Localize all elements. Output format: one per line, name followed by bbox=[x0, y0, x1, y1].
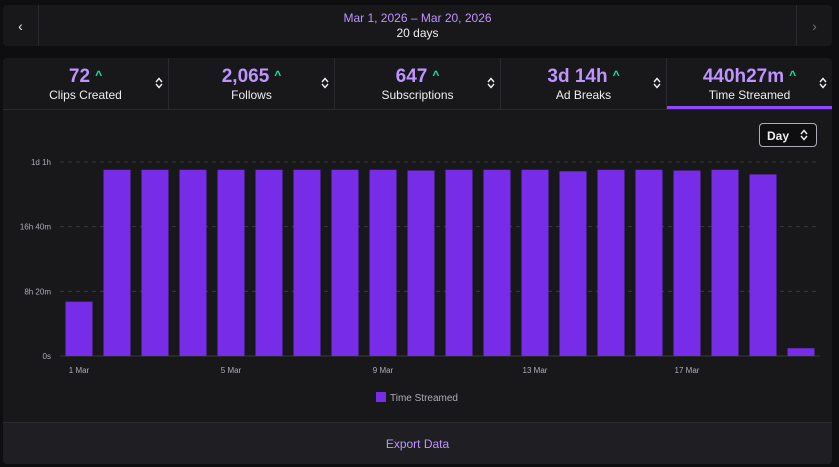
x-tick-label: 17 Mar bbox=[675, 366, 700, 375]
y-tick-label: 0s bbox=[43, 352, 51, 361]
chevron-left-icon: ‹ bbox=[18, 17, 23, 34]
bar-3-mar[interactable] bbox=[141, 169, 169, 356]
stat-tab-subscriptions[interactable]: 647 ^ Subscriptions bbox=[335, 58, 501, 109]
bar-18-mar[interactable] bbox=[711, 169, 739, 356]
chart-container: 0s 8h 20m 16h 40m 1d 1h 1 Mar 5 Mar 9 Mar 13 Ma… bbox=[3, 148, 832, 423]
y-tick-label: 8h 20m bbox=[24, 287, 51, 296]
sort-icon[interactable] bbox=[155, 77, 163, 89]
granularity-value: Day bbox=[767, 129, 790, 143]
stat-tab-follows[interactable]: 2,065 ^ Follows bbox=[169, 58, 335, 109]
analytics-panel: 72 ^ Clips Created 2,065 ^ Follows 647 ^ Su… bbox=[3, 58, 832, 464]
bar-6-mar[interactable] bbox=[255, 169, 283, 356]
bar-17-mar[interactable] bbox=[673, 170, 701, 356]
x-tick-label: 5 Mar bbox=[221, 366, 242, 375]
bar-12-mar[interactable] bbox=[483, 169, 511, 356]
trend-up-icon: ^ bbox=[789, 68, 797, 82]
bar-11-mar[interactable] bbox=[445, 169, 473, 356]
sort-icon[interactable] bbox=[321, 77, 329, 89]
stat-label: Time Streamed bbox=[708, 88, 791, 102]
bar-10-mar[interactable] bbox=[407, 170, 435, 356]
export-data-label: Export Data bbox=[385, 437, 450, 451]
date-range-days: 20 days bbox=[396, 26, 439, 40]
sort-icon[interactable] bbox=[487, 77, 495, 89]
stat-tab-time-streamed[interactable]: 440h27m ^ Time Streamed bbox=[667, 58, 832, 109]
trend-up-icon: ^ bbox=[95, 68, 103, 82]
stat-value: 3d 14h bbox=[547, 66, 608, 87]
y-tick-label: 1d 1h bbox=[31, 158, 51, 167]
trend-up-icon: ^ bbox=[432, 68, 440, 82]
bar-8-mar[interactable] bbox=[331, 169, 359, 356]
sort-icon[interactable] bbox=[819, 77, 827, 89]
bar-7-mar[interactable] bbox=[293, 169, 321, 356]
trend-up-icon: ^ bbox=[612, 68, 620, 82]
x-tick-label: 13 Mar bbox=[523, 366, 548, 375]
sort-icon[interactable] bbox=[653, 77, 661, 89]
trend-up-icon: ^ bbox=[274, 68, 282, 82]
legend-label[interactable]: Time Streamed bbox=[390, 393, 458, 404]
bar-20-mar[interactable] bbox=[787, 348, 815, 356]
bar-16-mar[interactable] bbox=[635, 169, 663, 356]
bar-5-mar[interactable] bbox=[217, 169, 245, 356]
bar-19-mar[interactable] bbox=[749, 174, 777, 356]
x-tick-label: 9 Mar bbox=[373, 366, 394, 375]
stat-tabs: 72 ^ Clips Created 2,065 ^ Follows 647 ^ Su… bbox=[3, 58, 832, 110]
export-data-button[interactable]: Export Data bbox=[3, 422, 832, 464]
legend-swatch[interactable] bbox=[376, 392, 386, 402]
bar-14-mar[interactable] bbox=[559, 171, 587, 356]
date-range-label: Mar 1, 2026 – Mar 20, 2026 bbox=[343, 11, 492, 25]
stat-value: 72 bbox=[68, 66, 91, 87]
x-tick-label: 1 Mar bbox=[69, 366, 90, 375]
stat-value: 647 bbox=[395, 66, 428, 87]
previous-period-button[interactable]: ‹ bbox=[3, 5, 39, 46]
chevron-right-icon: › bbox=[812, 17, 817, 34]
bar-1-mar[interactable] bbox=[65, 301, 93, 356]
stat-label: Follows bbox=[231, 88, 272, 102]
stat-label: Ad Breaks bbox=[555, 88, 612, 102]
bar-13-mar[interactable] bbox=[521, 169, 549, 356]
bar-4-mar[interactable] bbox=[179, 169, 207, 356]
bar-15-mar[interactable] bbox=[597, 169, 625, 356]
next-period-button[interactable]: › bbox=[796, 5, 832, 46]
stat-label: Subscriptions bbox=[381, 88, 454, 102]
bar-2-mar[interactable] bbox=[103, 169, 131, 356]
y-tick-label: 16h 40m bbox=[20, 223, 51, 232]
stat-tab-ad-breaks[interactable]: 3d 14h ^ Ad Breaks bbox=[501, 58, 667, 109]
stat-value: 2,065 bbox=[221, 66, 270, 87]
stat-value: 440h27m bbox=[702, 66, 785, 87]
date-range-navigator: ‹ Mar 1, 2026 – Mar 20, 2026 20 days › bbox=[3, 5, 832, 46]
bar-9-mar[interactable] bbox=[369, 169, 397, 356]
stat-tab-clips-created[interactable]: 72 ^ Clips Created bbox=[3, 58, 169, 109]
granularity-select[interactable]: Day bbox=[759, 123, 817, 147]
sort-icon bbox=[800, 129, 808, 141]
stat-label: Clips Created bbox=[49, 88, 122, 102]
time-streamed-chart: 0s 8h 20m 16h 40m 1d 1h 1 Mar 5 Mar 9 Mar 13 Ma… bbox=[20, 158, 820, 404]
